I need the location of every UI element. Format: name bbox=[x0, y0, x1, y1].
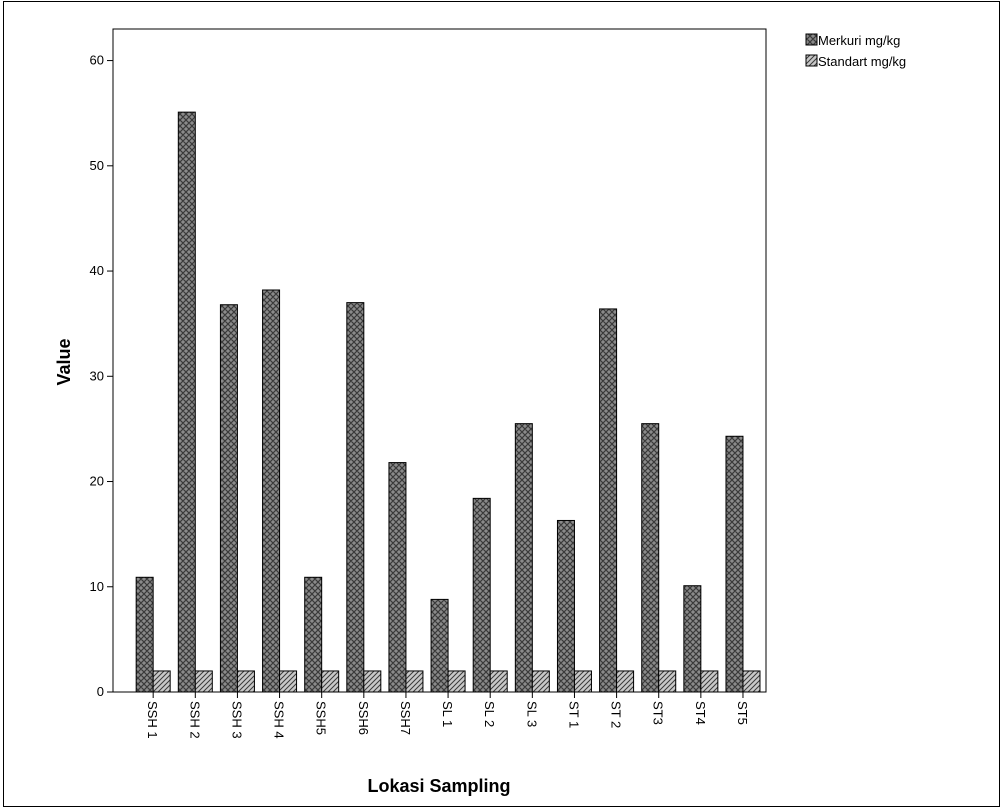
bar-merkuri bbox=[136, 577, 153, 692]
bar-standart bbox=[448, 671, 465, 692]
x-tick-label: SSH 3 bbox=[229, 701, 244, 739]
x-tick-label: SSH 1 bbox=[145, 701, 160, 739]
bar-merkuri bbox=[684, 586, 701, 692]
bar-standart bbox=[532, 671, 549, 692]
y-axis-title: Value bbox=[54, 338, 74, 385]
legend-label-merkuri: Merkuri mg/kg bbox=[818, 33, 900, 48]
bar-merkuri bbox=[600, 309, 617, 692]
x-tick-label: SSH 2 bbox=[187, 701, 202, 739]
y-tick-label: 30 bbox=[90, 368, 104, 383]
bar-merkuri bbox=[178, 112, 195, 692]
bar-standart bbox=[280, 671, 297, 692]
x-tick-label: SL 3 bbox=[524, 701, 539, 727]
plot-border bbox=[113, 29, 766, 692]
bar-merkuri bbox=[515, 424, 532, 692]
bar-merkuri bbox=[389, 463, 406, 692]
bar-merkuri bbox=[726, 436, 743, 692]
x-tick-label: ST 1 bbox=[566, 701, 581, 728]
legend-swatch-standart bbox=[806, 55, 817, 66]
y-tick-label: 20 bbox=[90, 474, 104, 489]
x-tick-label: SSH6 bbox=[356, 701, 371, 735]
legend: Merkuri mg/kg Standart mg/kg bbox=[806, 33, 906, 69]
x-tick-label: SSH 4 bbox=[272, 701, 287, 739]
bar-standart bbox=[195, 671, 212, 692]
bar-standart bbox=[490, 671, 507, 692]
bar-merkuri bbox=[473, 498, 490, 692]
bar-merkuri bbox=[220, 305, 237, 692]
legend-label-standart: Standart mg/kg bbox=[818, 54, 906, 69]
x-tick-label: ST 2 bbox=[609, 701, 624, 728]
bar-standart bbox=[364, 671, 381, 692]
bar-standart bbox=[743, 671, 760, 692]
bar-merkuri bbox=[557, 520, 574, 692]
bar-merkuri bbox=[305, 577, 322, 692]
bar-merkuri bbox=[431, 599, 448, 692]
y-tick-label: 60 bbox=[90, 53, 104, 68]
bar-merkuri bbox=[642, 424, 659, 692]
bar-standart bbox=[322, 671, 339, 692]
bar-merkuri bbox=[263, 290, 280, 692]
bar-standart bbox=[659, 671, 676, 692]
legend-swatch-merkuri bbox=[806, 34, 817, 45]
bar-standart bbox=[237, 671, 254, 692]
x-tick-label: SSH7 bbox=[398, 701, 413, 735]
x-tick-label: ST5 bbox=[735, 701, 750, 725]
bar-standart bbox=[574, 671, 591, 692]
plot-area bbox=[113, 29, 766, 692]
y-axis: 0 10 20 30 40 50 60 bbox=[90, 53, 113, 699]
y-tick-label: 40 bbox=[90, 263, 104, 278]
y-tick-label: 0 bbox=[97, 684, 104, 699]
x-tick-label: SSH5 bbox=[314, 701, 329, 735]
x-axis-title: Lokasi Sampling bbox=[367, 776, 510, 796]
bar-standart bbox=[617, 671, 634, 692]
bar-merkuri bbox=[347, 303, 364, 692]
x-axis: SSH 1 SSH 2 SSH 3 SSH 4 SSH5 SSH6 SSH7 SL 1 SL 2… bbox=[145, 692, 750, 739]
y-tick-label: 50 bbox=[90, 158, 104, 173]
x-tick-label: ST3 bbox=[651, 701, 666, 725]
bar-standart bbox=[701, 671, 718, 692]
y-tick-label: 10 bbox=[90, 579, 104, 594]
x-tick-label: SL 1 bbox=[440, 701, 455, 727]
bar-standart bbox=[406, 671, 423, 692]
bar-standart bbox=[153, 671, 170, 692]
x-tick-label: ST4 bbox=[693, 701, 708, 725]
x-tick-label: SL 2 bbox=[482, 701, 497, 727]
